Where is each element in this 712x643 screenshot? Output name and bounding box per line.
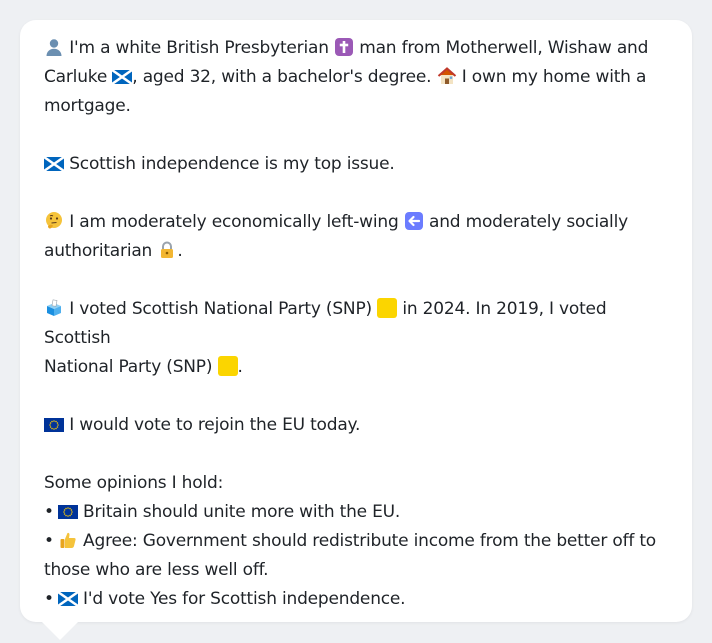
votes-line-2: National Party (SNP): [44, 357, 213, 377]
opinion-item-text-line-2: those who are less well off.: [44, 560, 269, 580]
bubble-tail: [40, 620, 80, 640]
opinions-paragraph: Some opinions I hold: •: [44, 469, 668, 614]
spacer: [44, 382, 668, 411]
lock-icon: [157, 240, 177, 260]
snp-party-color-icon: [217, 356, 238, 376]
spacer: [44, 440, 668, 469]
votes-paragraph: I voted Scottish National Party (SNP) in…: [44, 295, 668, 382]
profile-intro-3: Carluke: [44, 67, 108, 87]
house-icon: [437, 66, 457, 86]
top-issue-paragraph: Scottish independence is my top issue.: [43, 150, 668, 179]
bullet-icon: •: [44, 589, 54, 609]
politics-line-2-end: .: [177, 241, 183, 261]
eu-flag-icon: [57, 500, 78, 519]
top-issue-text: Scottish independence is my top issue.: [69, 154, 395, 174]
person-icon: [44, 37, 64, 57]
thumbs-up-icon: [58, 530, 78, 550]
eu-paragraph: I would vote to rejoin the EU today.: [44, 411, 668, 440]
eu-flag-icon: [44, 413, 64, 432]
message-bubble: I'm a white British Presbyterian man fro…: [20, 20, 692, 622]
opinion-item-text-line-1: Agree: Government should redistribute in…: [83, 531, 657, 551]
scotland-flag-icon: [43, 152, 65, 173]
votes-line-1-end: in 2024. In 2019, I voted Scottish: [44, 299, 607, 348]
opinions-heading: Some opinions I hold:: [44, 473, 224, 493]
profile-intro-5: I own my home with a: [461, 67, 647, 87]
politics-line-1-end: and moderately socially: [429, 212, 628, 232]
opinion-item-text: I'd vote Yes for Scottish independence.: [83, 589, 406, 609]
votes-line-2-end: .: [237, 357, 243, 377]
spacer: [44, 266, 668, 295]
scotland-flag-icon: [57, 587, 79, 608]
opinion-item-text: Britain should unite more with the EU.: [83, 502, 401, 522]
scotland-flag-icon: [111, 65, 134, 86]
politics-line-1-start: I am moderately economically left-wing: [69, 212, 399, 232]
profile-intro-2: man from Motherwell, Wishaw and: [359, 38, 649, 58]
eu-text: I would vote to rejoin the EU today.: [69, 415, 361, 435]
latin-cross-icon: [334, 37, 354, 57]
spacer: [44, 179, 668, 208]
profile-intro-6: mortgage.: [44, 96, 131, 116]
profile-intro-1: I'm a white British Presbyterian: [69, 38, 329, 58]
thinking-face-icon: [44, 211, 64, 231]
bullet-icon: •: [44, 531, 54, 551]
spacer: [44, 121, 668, 150]
politics-line-2: authoritarian: [44, 241, 153, 261]
politics-paragraph: I am moderately economically left-wing a…: [44, 208, 668, 266]
votes-line-1-start: I voted Scottish National Party (SNP): [69, 299, 372, 319]
bullet-icon: •: [44, 502, 54, 522]
left-arrow-icon: [404, 211, 424, 231]
profile-intro-4: , aged 32, with a bachelor's degree.: [132, 67, 432, 87]
ballot-box-icon: [44, 298, 64, 318]
snp-party-color-icon: [377, 298, 398, 318]
profile-paragraph: I'm a white British Presbyterian man fro…: [44, 34, 668, 121]
